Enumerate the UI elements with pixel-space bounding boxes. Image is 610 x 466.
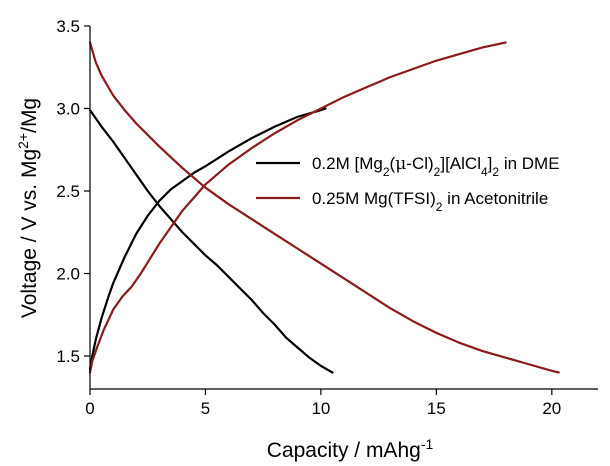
series-1-curve-charge	[88, 107, 327, 371]
legend: 0.2M [Mg2(μ-Cl)2][AlCl4]2 in DME 0.25M Mg…	[256, 154, 560, 214]
y-tick-label: 3.0	[56, 100, 80, 119]
legend-label-series-1: 0.2M [Mg2(μ-Cl)2][AlCl4]2 in DME	[312, 154, 560, 179]
ticks: 0 5 10 15 20 1.5 2.0 2.5 3.0 3.5	[56, 17, 561, 418]
x-tick-label: 10	[311, 399, 330, 418]
series-2-curve-discharge	[88, 41, 560, 374]
x-axis-title: Capacity / mAhg-1	[267, 436, 434, 462]
y-tick-label: 3.5	[56, 17, 80, 36]
y-tick-label: 1.5	[56, 347, 80, 366]
y-axis-title: Voltage / V vs. Mg2+/Mg	[15, 98, 41, 318]
x-tick-label: 15	[427, 399, 446, 418]
series-2-curve-charge	[88, 41, 507, 374]
plot-area	[88, 41, 560, 374]
x-tick-label: 20	[542, 399, 561, 418]
y-tick-label: 2.0	[56, 265, 80, 284]
x-tick-label: 0	[85, 399, 94, 418]
axes	[89, 26, 598, 390]
x-tick-label: 5	[201, 399, 210, 418]
y-tick-label: 2.5	[56, 182, 80, 201]
legend-label-series-2: 0.25M Mg(TFSI)2 in Acetonitrile	[312, 189, 548, 214]
series-1-curve-discharge	[88, 109, 334, 374]
